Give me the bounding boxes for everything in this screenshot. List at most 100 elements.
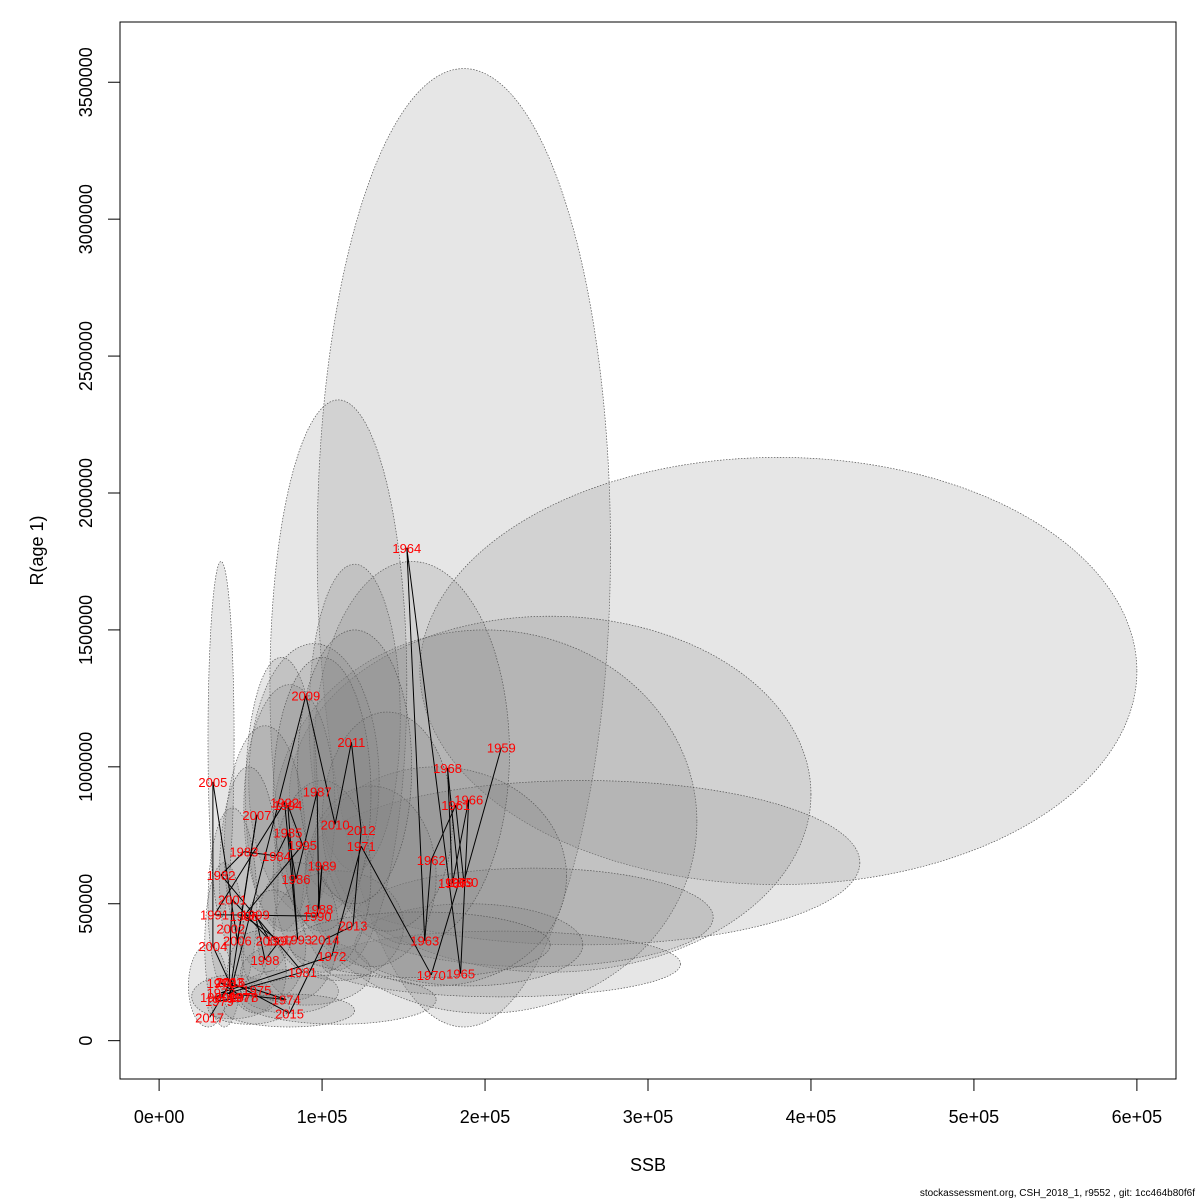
x-tick-label: 2e+05 — [460, 1107, 511, 1127]
confidence-ellipse — [223, 993, 356, 1028]
trajectory-segment — [447, 768, 453, 884]
trajectory-segment — [360, 846, 432, 976]
y-tick-label: 500000 — [76, 874, 96, 934]
confidence-ellipse — [207, 561, 235, 918]
year-label: 1969 — [445, 875, 474, 890]
y-tick-label: 1500000 — [76, 595, 96, 665]
trajectory-segment — [228, 695, 307, 997]
year-label: 2008 — [215, 990, 244, 1005]
year-label: 1982 — [207, 868, 236, 883]
trajectory-segment — [256, 989, 287, 1001]
trajectory-segment — [463, 747, 502, 882]
confidence-ellipse — [321, 711, 453, 932]
year-label: 2004 — [198, 939, 227, 954]
confidence-ellipse — [223, 725, 307, 973]
year-label: 1980 — [200, 990, 229, 1005]
trajectory-segment — [406, 547, 426, 941]
year-label: 1960 — [449, 875, 478, 890]
year-label: 1998 — [251, 953, 280, 968]
year-label: 2006 — [223, 934, 252, 949]
year-label: 1973 — [207, 986, 236, 1001]
x-axis: 0e+00 1e+05 2e+05 3e+05 4e+05 5e+05 6e+05 — [134, 1078, 1162, 1127]
trajectory-segment — [316, 791, 320, 910]
trajectory-segment — [284, 802, 299, 940]
trajectory-segment — [430, 881, 460, 976]
year-label: 1996 — [229, 909, 258, 924]
year-label: 2003 — [215, 975, 244, 990]
year-label: 2015 — [275, 1006, 304, 1021]
trajectory-segment — [447, 768, 460, 882]
year-label: 1992 — [270, 795, 299, 810]
confidence-ellipse — [321, 930, 681, 998]
trajectory-segment — [334, 742, 352, 825]
confidence-ellipse — [297, 629, 413, 905]
trajectory-segment — [232, 899, 271, 942]
confidence-ellipse — [354, 867, 714, 968]
year-label: 1976 — [207, 976, 236, 991]
y-tick-label: 1000000 — [76, 732, 96, 802]
y-tick-label: 2500000 — [76, 321, 96, 391]
trajectory-segment — [220, 874, 303, 973]
trajectory-segment — [243, 844, 303, 917]
year-label: 2000 — [255, 934, 284, 949]
year-label: 1962 — [417, 853, 446, 868]
confidence-ellipse — [188, 944, 228, 1028]
y-tick-label: 2000000 — [76, 458, 96, 528]
trajectory-segment — [212, 781, 238, 941]
year-label: 2014 — [311, 932, 340, 947]
x-tick-label: 5e+05 — [949, 1107, 1000, 1127]
confidence-ellipse — [316, 68, 611, 1028]
year-label: 1966 — [454, 793, 483, 808]
confidence-ellipse — [219, 766, 279, 987]
trajectory-segment — [264, 940, 281, 961]
year-label: 1990 — [303, 909, 332, 924]
footer-credit: stockassessment.org, CSH_2018_1, r9552 ,… — [920, 1188, 1195, 1199]
trajectory-segment — [430, 804, 457, 861]
year-label: 1981 — [288, 965, 317, 980]
year-label: 1983 — [229, 845, 258, 860]
trajectory-segment — [451, 799, 470, 884]
trajectory-segment — [289, 939, 326, 1014]
year-label: 1974 — [272, 993, 301, 1008]
x-tick-label: 0e+00 — [134, 1107, 185, 1127]
trajectory-segment — [228, 814, 258, 997]
year-label: 2007 — [242, 808, 271, 823]
confidence-ellipses — [188, 68, 1138, 1028]
x-tick-label: 4e+05 — [786, 1107, 837, 1127]
year-label: 1967 — [438, 876, 467, 891]
year-label: 1961 — [441, 798, 470, 813]
year-label: 1987 — [303, 784, 332, 799]
year-label: 1988 — [304, 902, 333, 917]
trajectory-segment — [243, 915, 280, 942]
year-label: 1959 — [487, 741, 516, 756]
trajectory-segment — [212, 945, 230, 982]
trajectory-segment — [460, 799, 470, 974]
trajectory-segment — [325, 925, 354, 940]
year-label: 1999 — [241, 908, 270, 923]
confidence-ellipse — [289, 615, 812, 973]
trajectory-segment — [230, 981, 290, 1014]
trajectory-segment — [220, 982, 243, 998]
year-label: 1997 — [265, 934, 294, 949]
trajectory-segment — [331, 846, 362, 956]
year-label: 1993 — [283, 932, 312, 947]
year-label: 2012 — [347, 823, 376, 838]
trajectory-segment — [220, 992, 287, 1001]
x-tick-label: 3e+05 — [623, 1107, 674, 1127]
year-label: 1971 — [347, 839, 376, 854]
year-label: 1968 — [433, 761, 462, 776]
trajectory-segment — [219, 996, 244, 1002]
year-label: 1991 — [200, 908, 229, 923]
confidence-ellipse — [243, 684, 336, 932]
year-labels: 1959 1960 1961 1962 1963 1964 1965 1966 1967 1968… — [195, 541, 516, 1026]
trajectory-segment — [305, 695, 336, 825]
year-label: 1985 — [273, 826, 302, 841]
trajectory-segment — [275, 832, 289, 857]
year-label: 1972 — [317, 949, 346, 964]
year-label: 1986 — [282, 872, 311, 887]
year-label: 2017 — [195, 1010, 224, 1025]
trajectory-segment — [350, 742, 362, 830]
confidence-ellipse — [269, 399, 408, 970]
y-axis: 0 500000 1000000 1500000 2000000 2500000 30000… — [76, 47, 121, 1046]
